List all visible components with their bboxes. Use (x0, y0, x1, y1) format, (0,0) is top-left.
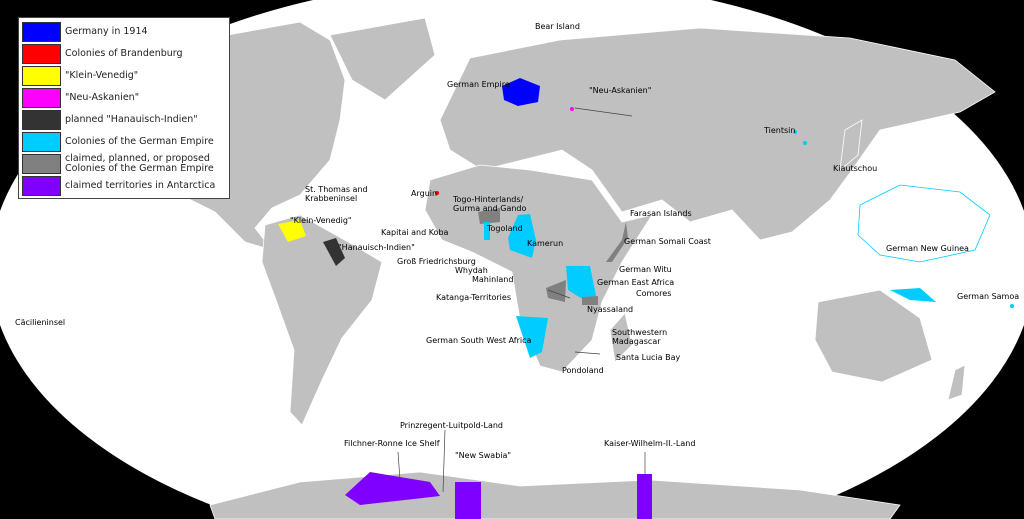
legend-label: claimed, planned, or proposed Colonies o… (65, 152, 214, 174)
label-kiautschou: Kiautschou (833, 164, 878, 173)
label-kapitai: Kapitai and Koba (381, 228, 449, 237)
label-comores: Comores (636, 289, 672, 298)
label-kamerun: Kamerun (527, 239, 564, 248)
legend-item: Colonies of the German Empire (22, 131, 226, 152)
label-sw-madagascar: Southwestern Madagascar (612, 328, 668, 346)
label-samoa: German Samoa (957, 292, 1020, 301)
tientsin-dot (793, 130, 797, 134)
togoland-area (484, 222, 490, 240)
klein-venedig-area (278, 220, 306, 242)
leader-line (442, 429, 446, 493)
label-kaiser-wilhelm: Kaiser-Wilhelm-II.-Land (604, 439, 696, 448)
label-tientsin: Tientsin (764, 126, 796, 135)
legend-swatch (22, 65, 61, 86)
label-mahinland: Mahinland (472, 275, 514, 284)
south-america (261, 214, 383, 426)
label-german-empire: German Empire (447, 80, 510, 89)
kiautschou-dot (803, 141, 807, 145)
legend-swatch (22, 175, 61, 196)
label-hanauisch: "Hanauisch-Indien" (338, 243, 415, 252)
madagascar (609, 312, 633, 363)
samoa-dot (1010, 304, 1014, 308)
legend-swatch (22, 109, 61, 130)
legend-label: Germany in 1914 (65, 25, 148, 37)
label-gross-friedrichsburg: Groß Friedrichsburg (397, 257, 476, 266)
legend-swatch (22, 21, 61, 42)
hanauisch-indien-area (323, 238, 345, 266)
leader-line (397, 451, 401, 481)
somali-coast-area (606, 222, 628, 262)
greenland (329, 17, 436, 101)
label-whydah: Whydah (455, 266, 488, 275)
new-guinea-area (890, 288, 936, 302)
legend-swatch (22, 87, 61, 108)
neu-askanien-dot (570, 107, 574, 111)
label-arguin: Arguin (411, 189, 438, 198)
label-new-swabia: "New Swabia" (455, 451, 512, 460)
new-guinea-sea-area (857, 184, 991, 263)
japan (839, 119, 863, 171)
kaiser-wilhelm-area (637, 474, 652, 519)
legend: Germany in 1914 Colonies of Brandenburg … (18, 17, 230, 199)
label-gea: German East Africa (597, 278, 675, 287)
togo-hinterland-area (478, 208, 500, 224)
label-neu-askanien: "Neu-Askanien" (589, 86, 652, 95)
legend-item: planned "Hanauisch-Indien" (22, 109, 226, 130)
legend-label: Colonies of Brandenburg (65, 47, 183, 59)
label-filchner: Filchner-Ronne Ice Shelf (344, 439, 440, 448)
gswa-area (516, 316, 548, 358)
legend-label: "Klein-Venedig" (65, 69, 139, 81)
legend-item: "Neu-Askanien" (22, 87, 226, 108)
label-gswa: German South West Africa (426, 336, 532, 345)
legend-item: Colonies of Brandenburg (22, 43, 226, 64)
label-farasan: Farasan Islands (630, 209, 692, 218)
nyassaland-area (582, 296, 598, 305)
label-togoland: Togoland (487, 224, 523, 233)
legend-swatch (22, 131, 61, 152)
legend-label: planned "Hanauisch-Indien" (65, 113, 198, 125)
leader-line (547, 289, 571, 299)
legend-swatch (22, 43, 61, 64)
label-nyassaland: Nyassaland (587, 305, 634, 314)
label-caecilien: Cäcilieninsel (15, 318, 66, 327)
label-somali: German Somali Coast (624, 237, 711, 246)
label-prinzregent: Prinzregent-Luitpold-Land (400, 421, 504, 430)
katanga-area (546, 280, 566, 302)
gea-area (566, 266, 596, 300)
label-togo-hinterland: Togo-Hinterlands/ Gurma and Gando (453, 195, 527, 213)
legend-item: claimed, planned, or proposed Colonies o… (22, 153, 226, 174)
leader-line (574, 107, 633, 117)
legend-swatch (22, 153, 61, 174)
new-swabia-area (455, 482, 481, 519)
label-katanga: Katanga-Territories (436, 293, 511, 302)
eurasia (439, 27, 996, 241)
new-zealand (947, 364, 966, 401)
legend-label: "Neu-Askanien" (65, 91, 140, 103)
legend-label: claimed territories in Antarctica (65, 179, 216, 191)
legend-item: Germany in 1914 (22, 21, 226, 42)
kamerun-area (508, 214, 536, 258)
label-bear-island: Bear Island (535, 22, 580, 31)
legend-label: Colonies of the German Empire (65, 135, 214, 147)
label-new-guinea: German New Guinea (886, 244, 969, 253)
legend-item: "Klein-Venedig" (22, 65, 226, 86)
label-pondoland: Pondoland (562, 366, 604, 375)
leader-line (574, 351, 601, 355)
arguin-dot (435, 191, 439, 195)
label-st-thomas: St. Thomas and Krabbeninsel (305, 185, 368, 203)
label-santa-lucia: Santa Lucia Bay (616, 353, 681, 362)
label-klein-venedig: "Klein-Venedig" (290, 216, 352, 225)
label-witu: German Witu (619, 265, 672, 274)
australia (814, 289, 933, 383)
legend-item: claimed territories in Antarctica (22, 175, 226, 196)
germany-1914 (502, 78, 540, 106)
filchner-area (345, 472, 440, 505)
